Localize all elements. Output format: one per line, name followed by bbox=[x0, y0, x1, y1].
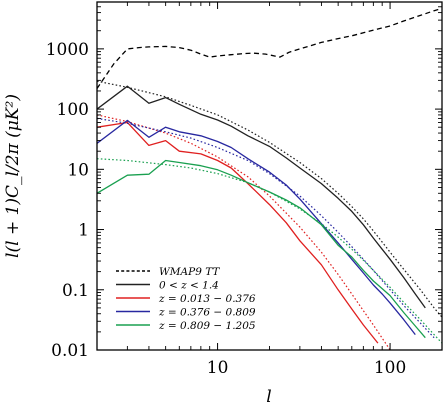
series-line-3 bbox=[97, 121, 379, 344]
y-tick-label: 10 bbox=[67, 160, 89, 180]
series-line-8 bbox=[97, 158, 442, 344]
x-tick-label: 10 bbox=[207, 358, 229, 378]
y-tick-label: 1000 bbox=[46, 40, 89, 60]
x-tick-label: 100 bbox=[374, 358, 406, 378]
y-tick-label: 0.01 bbox=[51, 341, 89, 361]
series-line-6 bbox=[97, 117, 435, 339]
series-line-4 bbox=[97, 114, 391, 350]
y-tick-label: 0.1 bbox=[62, 281, 89, 301]
y-tick-label: 1 bbox=[78, 221, 89, 241]
legend-label: 0 < z < 1.4 bbox=[159, 280, 219, 292]
legend-label: WMAP9 TT bbox=[159, 266, 220, 278]
series-line-0 bbox=[97, 7, 442, 89]
series-line-5 bbox=[97, 119, 416, 335]
series-layer bbox=[97, 7, 442, 350]
legend-label: z = 0.376 − 0.809 bbox=[158, 307, 256, 319]
y-axis-label: l(l + 1)C_l/2π (μK²) bbox=[3, 94, 23, 258]
x-axis-label: l bbox=[266, 387, 271, 407]
series-line-2 bbox=[97, 80, 442, 318]
y-tick-label: 100 bbox=[57, 100, 89, 120]
ticks-layer: 0.01 0.1 1 10 100 1000 10 100 bbox=[46, 1, 443, 378]
series-line-1 bbox=[97, 85, 426, 309]
legend-label: z = 0.013 − 0.376 bbox=[158, 293, 256, 305]
legend-label: z = 0.809 − 1.205 bbox=[158, 320, 256, 332]
legend: WMAP9 TT 0 < z < 1.4z = 0.013 − 0.376 z = … bbox=[116, 266, 256, 332]
series-line-7 bbox=[97, 159, 426, 339]
